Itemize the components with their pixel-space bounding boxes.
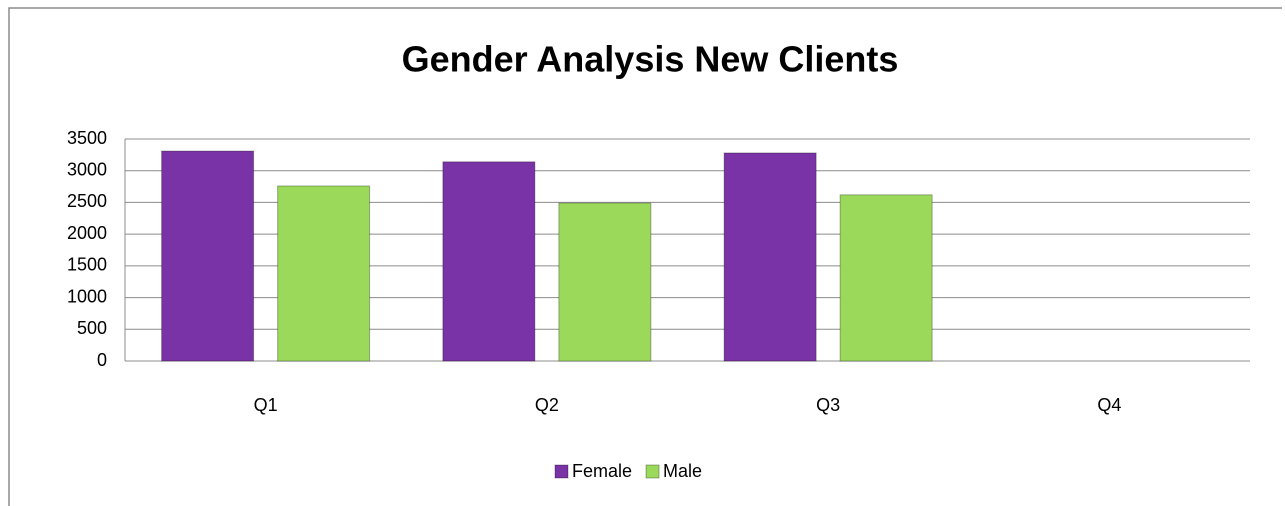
y-tick-label: 3000 bbox=[67, 159, 107, 179]
x-tick-label: Q1 bbox=[254, 395, 278, 415]
y-tick-label: 1500 bbox=[67, 255, 107, 275]
bar bbox=[442, 161, 536, 362]
chart-title: Gender Analysis New Clients bbox=[402, 39, 899, 80]
y-tick-label: 1000 bbox=[67, 286, 107, 306]
x-tick-label: Q3 bbox=[816, 395, 840, 415]
y-tick-label: 500 bbox=[77, 318, 107, 338]
bar bbox=[277, 185, 371, 362]
y-tick-label: 3500 bbox=[67, 128, 107, 148]
y-tick-label: 2500 bbox=[67, 191, 107, 211]
bar bbox=[161, 150, 255, 362]
x-tick-label: Q2 bbox=[535, 395, 559, 415]
bar bbox=[558, 202, 652, 362]
x-tick-label: Q4 bbox=[1097, 395, 1121, 415]
bar bbox=[839, 194, 933, 362]
y-tick-label: 2000 bbox=[67, 223, 107, 243]
legend-label: Female bbox=[572, 461, 632, 481]
legend-label: Male bbox=[663, 461, 702, 481]
legend-swatch bbox=[554, 464, 569, 479]
chart-frame bbox=[8, 7, 1282, 506]
y-tick-label: 0 bbox=[97, 350, 107, 370]
bar bbox=[723, 152, 817, 362]
legend-swatch bbox=[645, 464, 660, 479]
